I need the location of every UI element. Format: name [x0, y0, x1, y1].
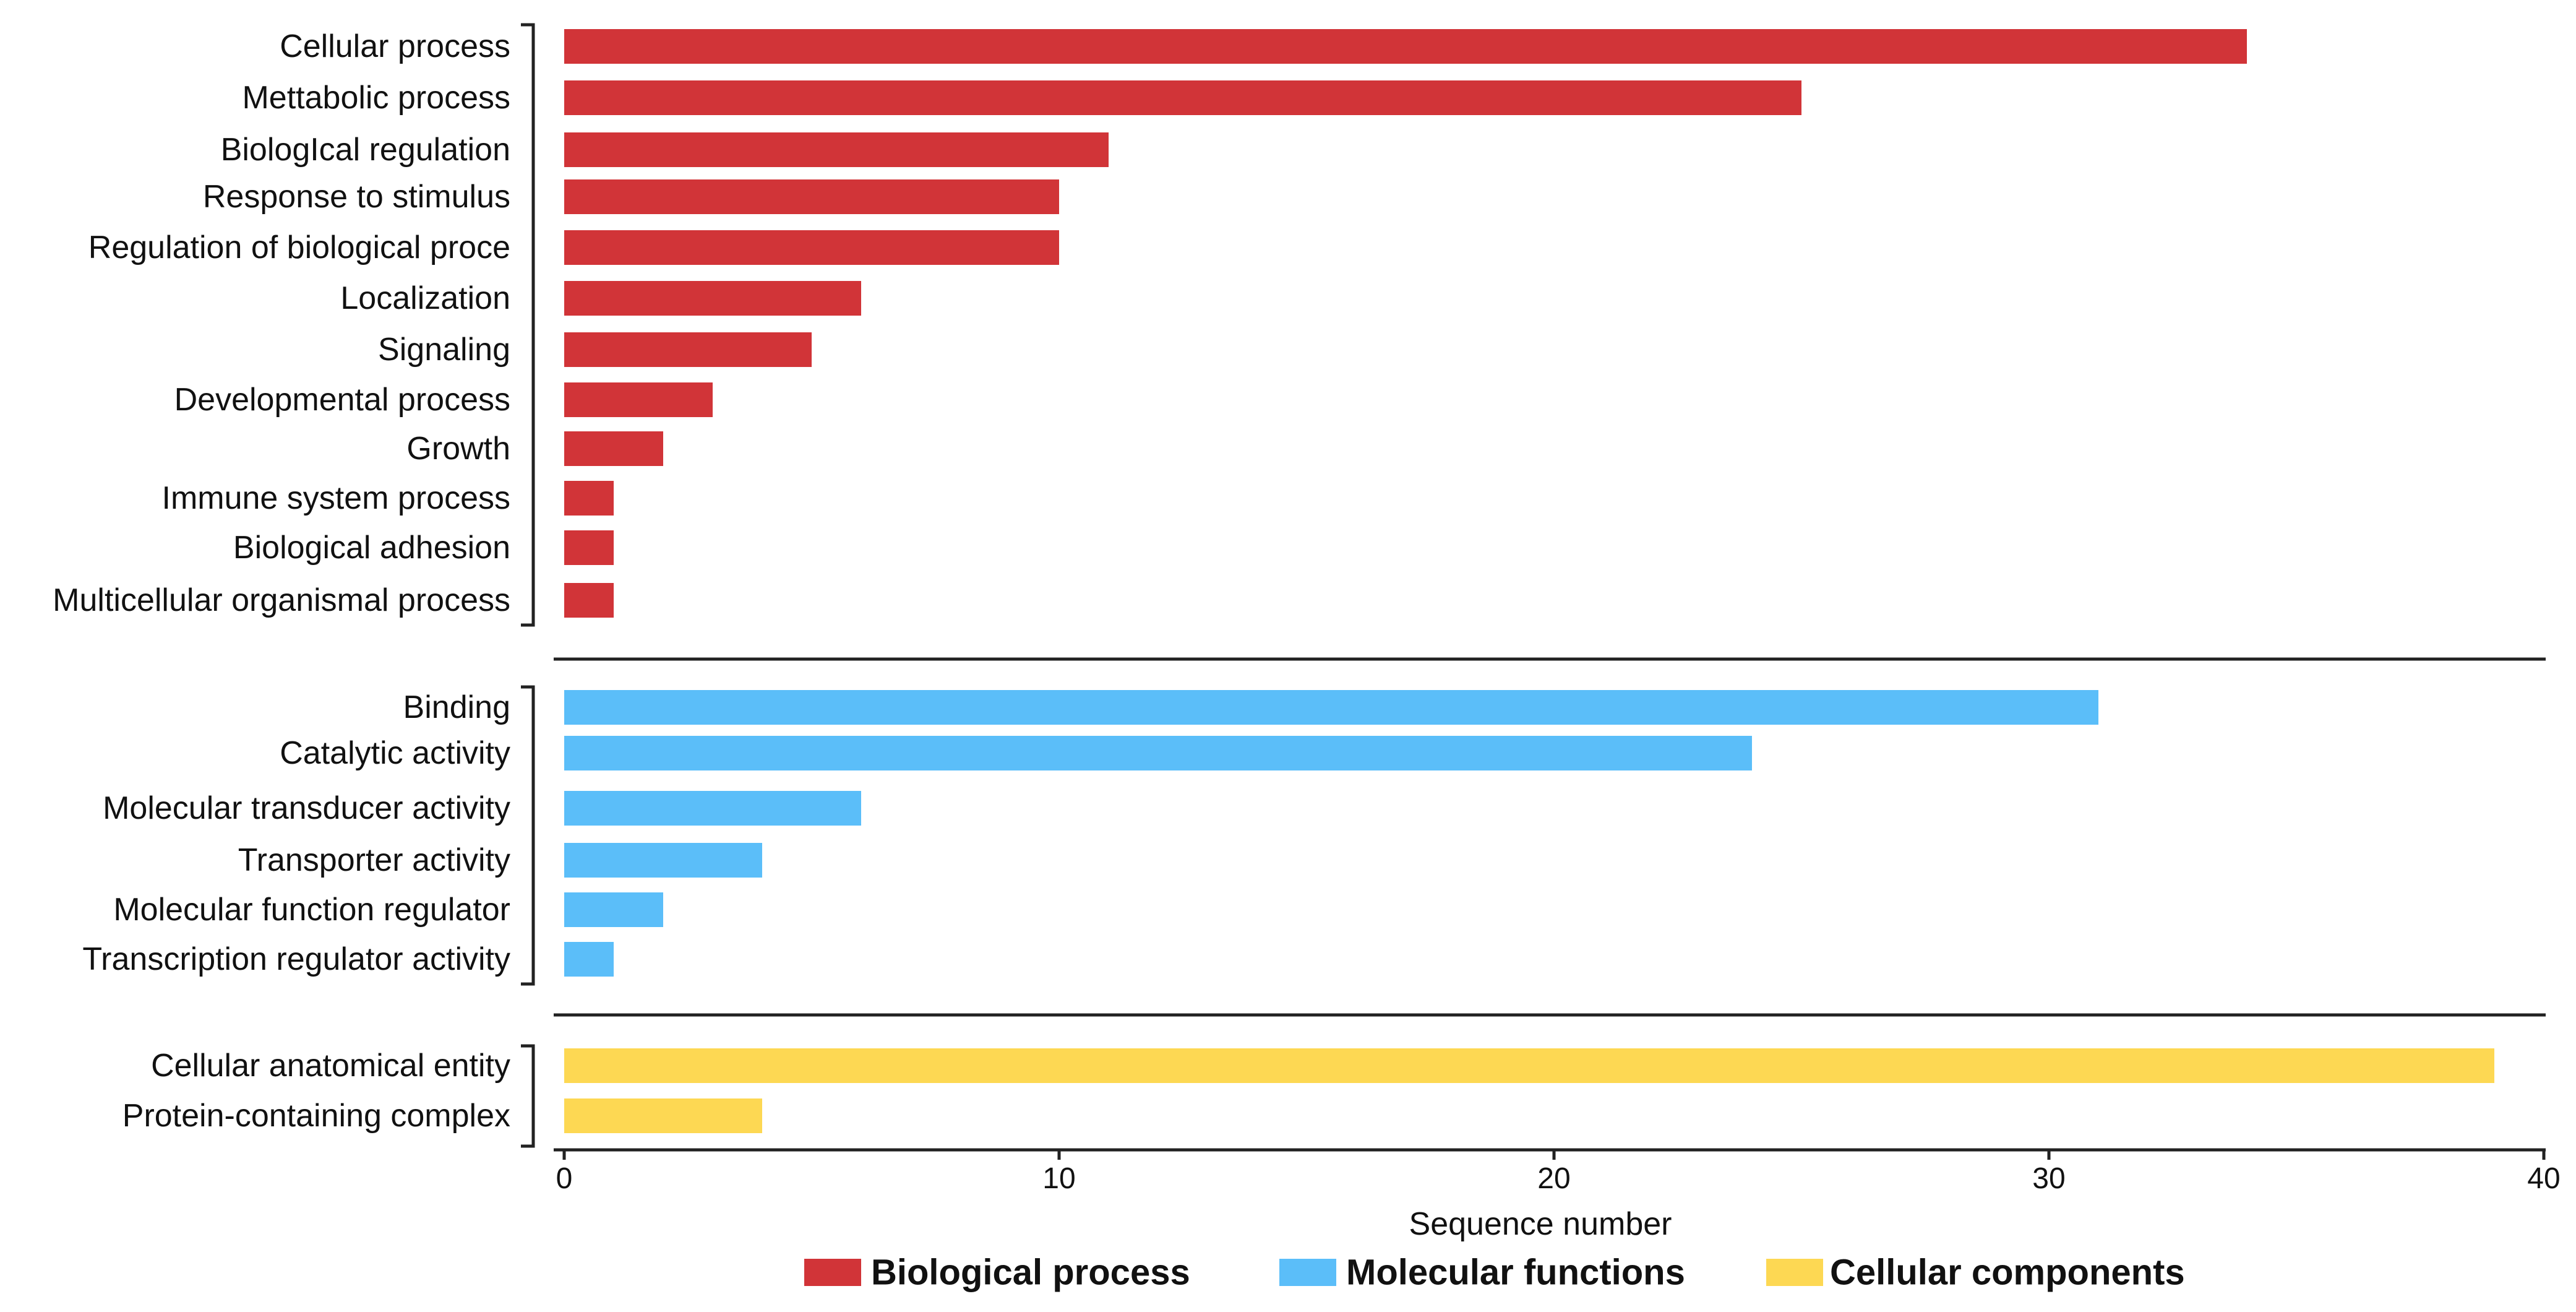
category-label-cellular-anatomical-entity: Cellular anatomical entity	[151, 1048, 510, 1084]
bar-biological-regulation	[564, 132, 1109, 167]
category-label-signaling: Signaling	[378, 332, 510, 368]
x-tick-label-30: 30	[2032, 1162, 2065, 1195]
bar-localization	[564, 281, 861, 316]
legend-swatch-cellular-components	[1766, 1259, 1823, 1286]
category-label-mettabolic-process: Mettabolic process	[242, 80, 510, 116]
molecular-functions-bracket	[521, 685, 535, 986]
legend-swatch-molecular-functions	[1279, 1259, 1336, 1286]
bar-transporter-activity	[564, 843, 762, 878]
legend-label-molecular-functions: Molecular functions	[1346, 1253, 1685, 1293]
category-label-catalytic-activity: Catalytic activity	[280, 735, 510, 771]
bar-molecular-function-regulator	[564, 892, 663, 927]
category-label-localization: Localization	[340, 280, 510, 316]
bar-immune-system-process	[564, 481, 614, 516]
x-axis-title: Sequence number	[1409, 1206, 1672, 1242]
x-tick-label-10: 10	[1042, 1162, 1075, 1195]
bar-binding	[564, 690, 2098, 725]
bar-regulation-of-biological-proce	[564, 230, 1059, 265]
bar-cellular-anatomical-entity	[564, 1048, 2494, 1083]
bar-developmental-process	[564, 382, 713, 417]
x-tick-label-20: 20	[1537, 1162, 1570, 1195]
category-label-developmental-process: Developmental process	[174, 382, 510, 418]
bar-response-to-stimulus	[564, 179, 1059, 214]
category-label-biological-regulation: BiologIcal regulation	[221, 132, 510, 168]
bar-cellular-process	[564, 29, 2247, 64]
category-label-binding: Binding	[403, 689, 510, 725]
category-label-regulation-of-biological-proce: Regulation of biological proce	[88, 230, 510, 265]
bar-transcription-regulator-activity	[564, 942, 614, 977]
bar-protein-containing-complex	[564, 1098, 762, 1133]
cellular-components-bracket	[521, 1044, 535, 1148]
bar-molecular-transducer-activity	[564, 791, 861, 826]
legend-swatch-biological-process	[804, 1259, 861, 1286]
category-label-response-to-stimulus: Response to stimulus	[203, 179, 510, 215]
legend-label-biological-process: Biological process	[871, 1253, 1190, 1293]
bar-mettabolic-process	[564, 80, 1801, 115]
x-tick-label-40: 40	[2527, 1162, 2560, 1195]
x-tick-label-0: 0	[556, 1162, 573, 1195]
bar-growth	[564, 431, 663, 466]
category-label-molecular-transducer-activity: Molecular transducer activity	[103, 790, 510, 826]
category-label-transporter-activity: Transporter activity	[238, 842, 510, 878]
biological-process-bracket	[521, 23, 535, 627]
bar-biological-adhesion	[564, 530, 614, 565]
category-label-molecular-function-regulator: Molecular function regulator	[113, 892, 510, 928]
category-label-multicellular-organismal-process: Multicellular organismal process	[53, 582, 510, 618]
legend-label-cellular-components: Cellular components	[1830, 1253, 2185, 1293]
category-label-cellular-process: Cellular process	[280, 28, 510, 64]
category-label-transcription-regulator-activity: Transcription regulator activity	[82, 941, 510, 977]
bar-signaling	[564, 332, 812, 367]
category-label-protein-containing-complex: Protein-containing complex	[122, 1098, 510, 1134]
category-label-biological-adhesion: Biological adhesion	[233, 530, 510, 566]
bar-catalytic-activity	[564, 736, 1752, 770]
category-label-immune-system-process: Immune system process	[162, 480, 511, 516]
bar-multicellular-organismal-process	[564, 583, 614, 618]
category-label-growth: Growth	[406, 431, 510, 467]
